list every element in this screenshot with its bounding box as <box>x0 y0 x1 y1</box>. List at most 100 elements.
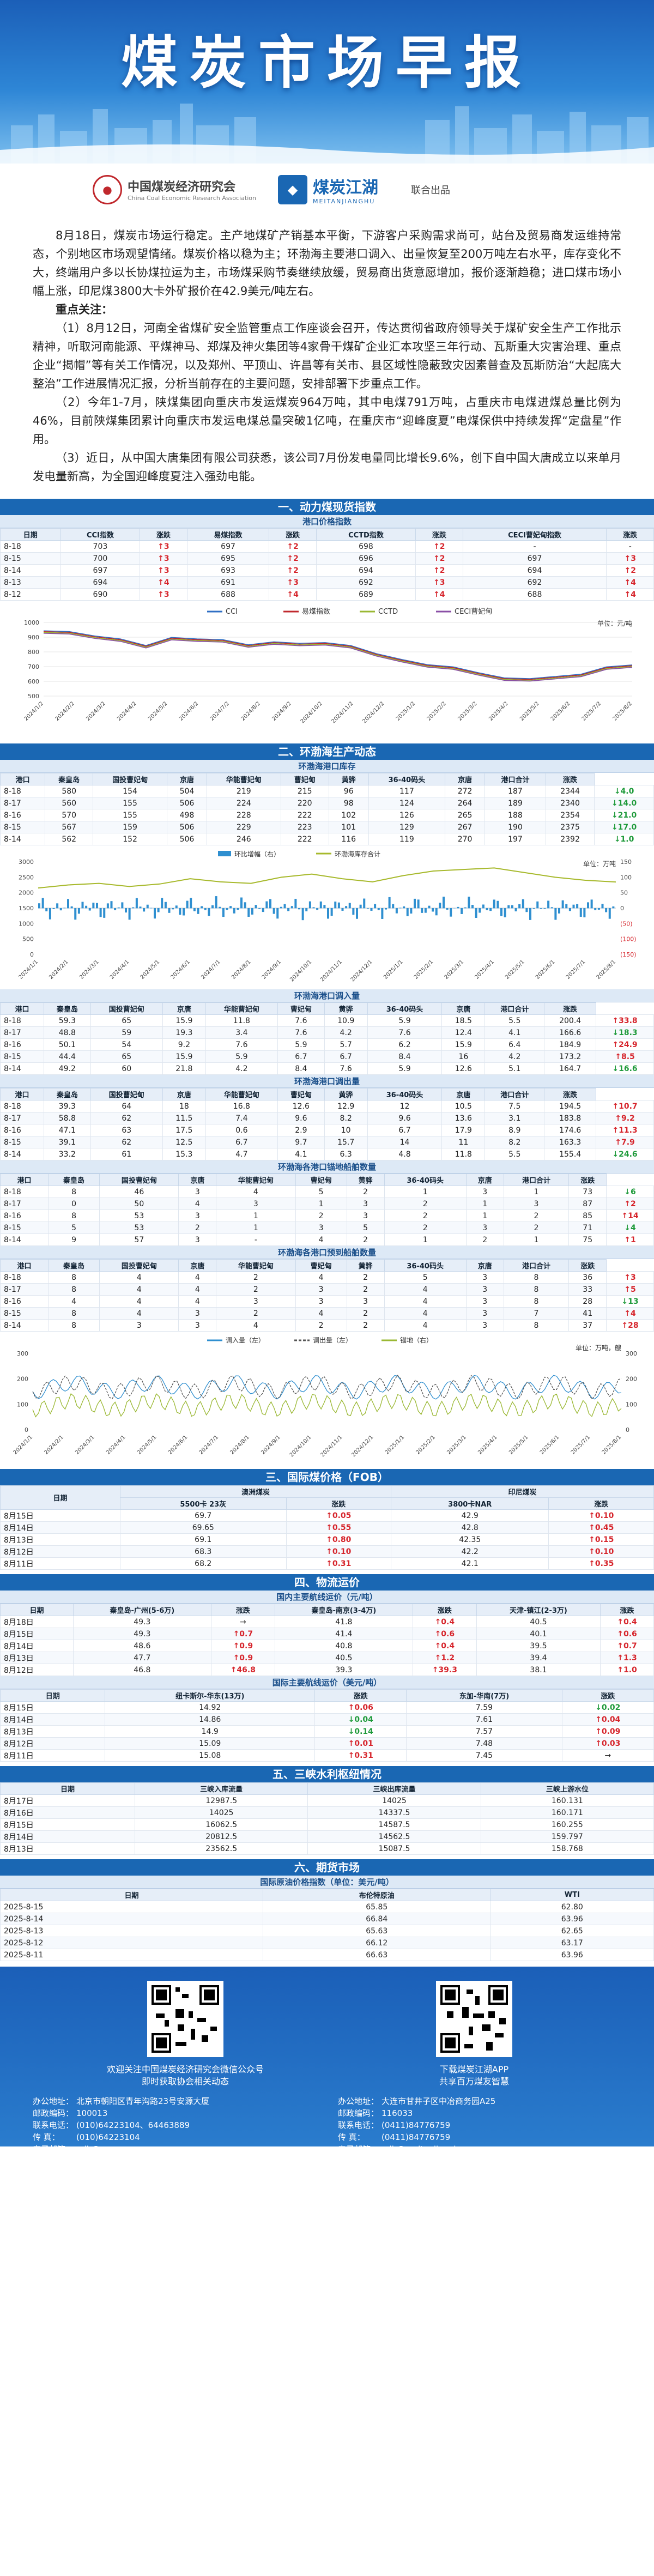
intro-focus-heading: 重点关注： <box>56 303 113 316</box>
expected-cell: ↑5 <box>606 1283 654 1296</box>
dfreight-cell: 8月12日 <box>0 1664 74 1676</box>
table-row: 8-17 48.8 59 19.3 3.4 7.6 4.2 7.6 12.4 4.1 166.6 ↓1… <box>0 1026 654 1039</box>
stock-cell: 498 <box>167 809 207 821</box>
anchor-cell: 5 <box>47 1222 100 1234</box>
oil-cell: 2025-8-15 <box>0 1901 264 1913</box>
contact-value: 大连市甘井子区中冶商务园A25 <box>382 2096 496 2106</box>
expected-cell: 3 <box>465 1271 504 1284</box>
oil-header-1: 布伦特原油 <box>263 1889 491 1901</box>
change-bar <box>572 904 575 909</box>
stock-cell: 560 <box>45 797 94 809</box>
section-3-title: 三、国际煤价格（FOB） <box>0 1469 654 1485</box>
app-caption-1: 下载煤炭江湖APP <box>439 2064 509 2075</box>
anchor-cell: 53 <box>99 1210 179 1222</box>
expected-cell: 2 <box>346 1319 385 1332</box>
x-tick-label: 2024/4/1 <box>109 959 131 981</box>
app-qr-code-icon[interactable] <box>436 1981 512 2057</box>
x-tick-label: 2024/6/1 <box>170 959 192 981</box>
s1-header-1: CCI指数 <box>60 528 141 541</box>
wechat-qr-code-icon[interactable] <box>147 1981 223 2057</box>
gorges-cell: 160.171 <box>480 1806 654 1819</box>
change-bar <box>114 908 117 910</box>
stock-cell: 265 <box>445 809 486 821</box>
x-tick-label: 2024/3/1 <box>78 959 100 981</box>
change-bar <box>359 904 362 909</box>
stock-cell: 189 <box>485 797 546 809</box>
y-tick-label-left: 500 <box>22 936 34 943</box>
outflow-cell: ↓24.6 <box>596 1148 654 1160</box>
s2-4-header-10: 涨跌 <box>568 1259 607 1272</box>
table-row: 8-15 700 ↑3 695 ↑2 696 ↑2 697 ↑3 <box>0 552 654 565</box>
change-bar <box>370 908 373 911</box>
change-bar <box>168 908 171 913</box>
inflow-cell: 10.9 <box>324 1014 368 1027</box>
inflow-cell: 4.1 <box>485 1026 545 1039</box>
s1-cell: ↑3 <box>140 552 187 565</box>
intl-cell: ↑0.10 <box>548 1545 654 1558</box>
outflow-cell: 2.9 <box>277 1124 325 1136</box>
inflow-cell: 21.8 <box>162 1062 206 1075</box>
inflow-cell: 173.2 <box>544 1050 597 1063</box>
contact-row: 传 真： (010)64223104 <box>33 2131 209 2143</box>
contact-value[interactable]: www.ccera.com.cn <box>76 2156 153 2166</box>
change-bar <box>77 908 80 914</box>
change-bar <box>417 899 420 909</box>
change-bar <box>226 908 228 910</box>
table-row: 8月13日 14.9 ↓0.14 7.57 ↑0.09 <box>0 1725 654 1738</box>
expected-cell: 3 <box>465 1283 504 1296</box>
dfreight-cell: 49.3 <box>72 1616 211 1628</box>
stock-cell: 220 <box>280 797 329 809</box>
table-row: 2025-8-15 65.85 62.80 <box>0 1901 654 1913</box>
x-tick-label: 2024/5/2 <box>147 700 169 722</box>
change-bar <box>522 899 524 909</box>
stock-cell: 155 <box>93 809 167 821</box>
x-tick-label: 2025/4/1 <box>477 1434 499 1456</box>
outflow-cell: 8-17 <box>0 1112 44 1124</box>
dfreight-cell: 8月14日 <box>0 1640 74 1652</box>
contact-value[interactable]: www.meitanjianghu.com <box>382 2156 483 2166</box>
stock-cell: 187 <box>485 785 546 797</box>
stock-cell: 215 <box>280 785 329 797</box>
chart-unit-label: 单位：万吨 <box>583 860 616 868</box>
contact-value: 100013 <box>76 2108 108 2118</box>
expected-cell: 4 <box>99 1283 179 1296</box>
s2-3-header-2: 国投曹妃甸 <box>99 1174 179 1186</box>
outflow-cell: ↑10.7 <box>596 1100 654 1112</box>
s2-2-header-3: 京唐 <box>162 1088 206 1100</box>
s2-0-header-1: 秦皇岛 <box>45 773 94 785</box>
s2-0-header-3: 京唐 <box>167 773 207 785</box>
anchor-cell: 1 <box>503 1186 570 1198</box>
expected-cell: 4 <box>178 1283 217 1296</box>
change-bar <box>547 900 550 909</box>
change-bar <box>532 908 535 909</box>
port-stock-subtitle: 环渤海港口库存 <box>0 760 654 773</box>
intro-p4: （2）今年1-7月，陕煤集团向重庆市发运煤炭964万吨，其中电煤791万吨，占重… <box>33 396 621 446</box>
outflow-cell: 3.1 <box>485 1112 545 1124</box>
s1-cell: 692 <box>462 576 607 589</box>
intl-h-indo-chg: 涨跌 <box>548 1497 654 1510</box>
anchor-cell: 8-14 <box>0 1233 49 1246</box>
expected-cell: 36 <box>568 1271 607 1284</box>
expected-cell: 8-15 <box>0 1307 49 1320</box>
s2-2-header-6: 黄骅 <box>324 1088 368 1100</box>
oil-cell: 2025-8-14 <box>0 1913 264 1925</box>
change-bar <box>294 898 297 909</box>
change-bar <box>269 899 271 909</box>
table-row: 2025-8-13 65.63 62.65 <box>0 1925 654 1937</box>
contact-value[interactable]: mjh@meitanjianghu.com <box>382 2144 485 2154</box>
stock-cell: ↓4.0 <box>594 785 654 797</box>
flow-chart: 调入量（左） 调出量（左） 锚地（右） 单位：万吨，艘 300 200 100 0 300 200… <box>0 1332 654 1465</box>
dfreight-cell: ↑0.9 <box>210 1652 275 1664</box>
anchor-cell: 85 <box>568 1210 607 1222</box>
contact-value[interactable]: mjh@ccera.com.cn <box>76 2144 155 2154</box>
x-tick-label: 2025/5/1 <box>508 1434 530 1456</box>
s1-cell: ↑2 <box>269 540 317 553</box>
y-tick-label-left: 1500 <box>19 905 34 912</box>
dfreight-cell: 39.4 <box>476 1652 601 1664</box>
series-line-0 <box>43 630 633 679</box>
inflow-cell: 184.9 <box>544 1038 597 1051</box>
inflow-cell: 166.6 <box>544 1026 597 1039</box>
inflow-cell: 5.5 <box>485 1014 545 1027</box>
expected-cell: ↑28 <box>606 1319 654 1332</box>
change-bar <box>565 904 568 909</box>
